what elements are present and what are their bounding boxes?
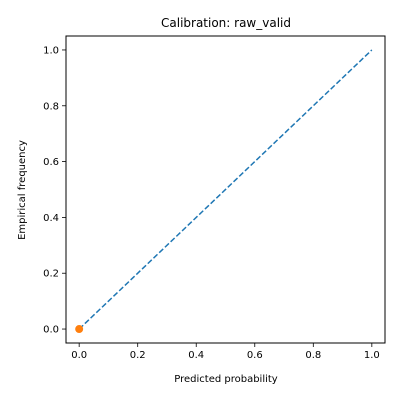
x-tick-label: 0.0	[71, 350, 87, 361]
y-tick-label: 0.2	[43, 269, 59, 280]
x-axis: 0.0 0.2 0.4 0.6 0.8 1.0	[71, 343, 380, 361]
perfect-calibration-line	[78, 49, 373, 330]
y-tick-label: 0.8	[43, 101, 59, 112]
x-tick-label: 0.8	[305, 350, 321, 361]
x-axis-title: Predicted probability	[174, 374, 278, 385]
x-tick-label: 0.6	[247, 350, 263, 361]
x-tick-label: 1.0	[364, 350, 380, 361]
calibration-point	[75, 325, 84, 334]
chart-title: Calibration: raw_valid	[161, 16, 291, 30]
y-tick-label: 0.4	[43, 213, 59, 224]
plot-area	[75, 49, 373, 334]
y-axis-title: Empirical frequency	[17, 140, 28, 240]
y-tick-label: 1.0	[43, 45, 59, 56]
x-tick-label: 0.2	[130, 350, 146, 361]
y-tick-label: 0.6	[43, 157, 59, 168]
x-tick-label: 0.4	[188, 350, 204, 361]
y-axis: 0.0 0.2 0.4 0.6 0.8 1.0	[43, 45, 66, 336]
plot-frame	[65, 35, 386, 344]
y-tick-label: 0.0	[43, 325, 59, 336]
